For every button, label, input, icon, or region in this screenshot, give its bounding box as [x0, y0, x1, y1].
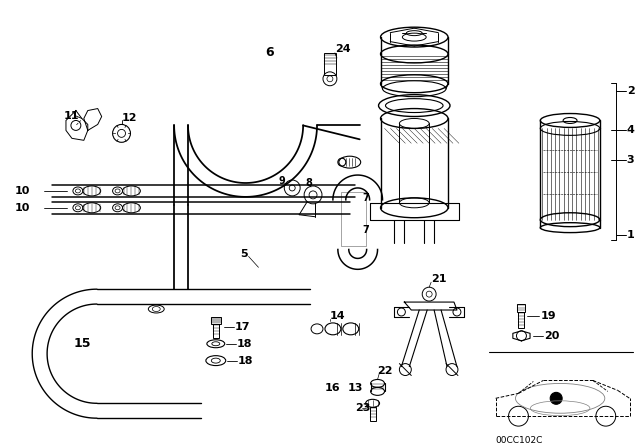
Text: 2: 2 [627, 86, 634, 96]
Text: 10: 10 [14, 203, 29, 213]
Text: 5: 5 [241, 250, 248, 259]
Text: 18: 18 [237, 339, 252, 349]
Text: 7: 7 [363, 193, 369, 203]
Text: 10: 10 [14, 186, 29, 196]
Text: 11: 11 [64, 111, 79, 121]
Text: 20: 20 [544, 331, 559, 341]
Text: 17: 17 [235, 322, 250, 332]
Text: 21: 21 [431, 274, 447, 284]
Text: 9: 9 [278, 176, 285, 186]
Text: 18: 18 [237, 356, 253, 366]
Text: 14: 14 [330, 311, 346, 321]
Text: 3: 3 [627, 155, 634, 165]
Circle shape [550, 392, 562, 404]
Bar [211, 317, 221, 324]
Bar [324, 53, 336, 75]
Bar [518, 312, 524, 328]
Text: 19: 19 [540, 311, 556, 321]
Bar [341, 192, 365, 246]
Text: 7: 7 [363, 224, 369, 235]
Bar [518, 304, 525, 312]
Text: 23: 23 [355, 403, 370, 413]
Text: 24: 24 [335, 44, 351, 54]
Text: 6: 6 [266, 47, 274, 60]
Text: 13: 13 [348, 383, 363, 393]
Text: 16: 16 [325, 383, 340, 393]
Text: 8: 8 [305, 178, 312, 188]
Bar [213, 324, 219, 338]
Text: 22: 22 [378, 366, 393, 375]
Text: 12: 12 [122, 113, 137, 124]
Text: 00CC102C: 00CC102C [495, 436, 543, 445]
Text: 4: 4 [627, 125, 634, 135]
Bar [370, 407, 376, 421]
Text: 1: 1 [627, 229, 634, 240]
Text: 15: 15 [74, 337, 92, 350]
